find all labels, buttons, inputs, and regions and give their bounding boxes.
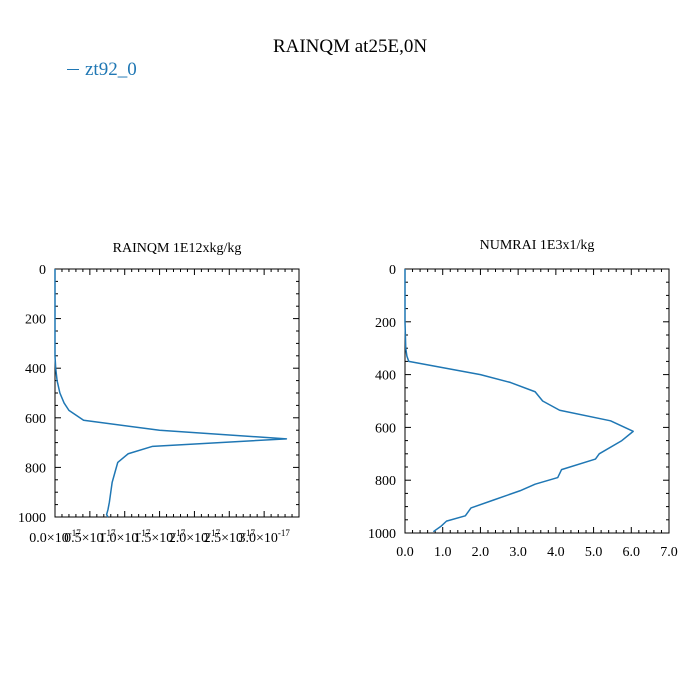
figure-title: RAINQM at25E,0N: [272, 36, 428, 57]
x-tick-label: 1.0×10-17: [99, 528, 151, 546]
y-tick-label: 0: [389, 263, 396, 278]
legend: zt92_0: [67, 59, 137, 81]
x-tick-label: 0.0: [396, 545, 414, 560]
y-tick-label: 1000: [18, 511, 46, 526]
legend-line-swatch-icon: [67, 69, 79, 71]
x-tick-label: 2.0: [472, 545, 490, 560]
series-line-zt92_0: [404, 269, 634, 533]
y-tick-label: 800: [375, 474, 396, 489]
y-tick-label: 800: [25, 461, 46, 476]
y-tick-label: 600: [375, 421, 396, 436]
y-tick-label: 1000: [368, 527, 396, 542]
x-tick-label: 2.0×10-17: [169, 528, 221, 546]
plot-frame: [404, 268, 670, 534]
y-tick-label: 0: [39, 263, 46, 278]
x-tick-label: 6.0: [623, 545, 641, 560]
y-tick-label: 200: [375, 316, 396, 331]
x-tick-label: 3.0×10-17: [238, 528, 290, 546]
x-tick-label: 1.0: [434, 545, 452, 560]
chart-title: RAINQM 1E12xkg/kg: [113, 241, 242, 256]
y-tick-label: 600: [25, 412, 46, 427]
y-tick-label: 400: [375, 369, 396, 384]
x-tick-label: 3.0: [509, 545, 527, 560]
chart-title: NUMRAI 1E3x1/kg: [480, 238, 595, 253]
x-tick-label: 7.0: [660, 545, 678, 560]
x-tick-label: 1.5×10-17: [134, 528, 186, 546]
x-tick-label: 5.0: [585, 545, 603, 560]
plot-frame: [54, 268, 300, 518]
x-tick-label: 0.0×10-17: [29, 528, 81, 546]
x-tick-label: 0.5×10-17: [64, 528, 116, 546]
series-line-zt92_0: [54, 269, 288, 518]
x-tick-label: 2.5×10-17: [204, 528, 256, 546]
x-tick-label: 4.0: [547, 545, 565, 560]
y-tick-label: 400: [25, 362, 46, 377]
y-tick-label: 200: [25, 313, 46, 328]
chart-panel-1: RAINQM 1E12xkg/kg 0 200 400 600 800 1000 0.0×10…: [18, 241, 300, 546]
legend-label: zt92_0: [85, 59, 137, 80]
